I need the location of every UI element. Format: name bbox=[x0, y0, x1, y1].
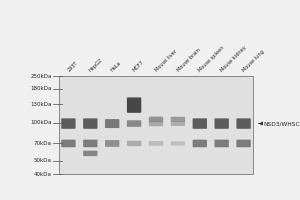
FancyBboxPatch shape bbox=[61, 140, 76, 147]
FancyBboxPatch shape bbox=[149, 141, 163, 146]
FancyBboxPatch shape bbox=[171, 117, 185, 122]
FancyBboxPatch shape bbox=[83, 118, 98, 129]
Text: NSD3/WHSC1L1: NSD3/WHSC1L1 bbox=[263, 121, 300, 126]
FancyBboxPatch shape bbox=[105, 140, 119, 147]
Text: 100kDa: 100kDa bbox=[30, 120, 52, 125]
Text: HeLa: HeLa bbox=[110, 61, 123, 73]
FancyBboxPatch shape bbox=[149, 117, 163, 122]
Text: 180kDa: 180kDa bbox=[30, 86, 52, 91]
FancyBboxPatch shape bbox=[105, 119, 119, 128]
FancyBboxPatch shape bbox=[61, 118, 76, 129]
Bar bbox=[58, 76, 253, 174]
Text: Mouse liver: Mouse liver bbox=[154, 49, 178, 73]
FancyBboxPatch shape bbox=[236, 118, 251, 129]
FancyBboxPatch shape bbox=[127, 97, 141, 113]
FancyBboxPatch shape bbox=[127, 120, 141, 127]
Text: Mouse kidney: Mouse kidney bbox=[220, 45, 248, 73]
FancyBboxPatch shape bbox=[193, 140, 207, 147]
FancyBboxPatch shape bbox=[193, 118, 207, 129]
FancyBboxPatch shape bbox=[83, 151, 98, 156]
Text: 293T: 293T bbox=[66, 61, 79, 73]
FancyBboxPatch shape bbox=[149, 121, 163, 126]
FancyBboxPatch shape bbox=[214, 140, 229, 147]
Text: MCF7: MCF7 bbox=[132, 60, 145, 73]
Text: 250kDa: 250kDa bbox=[30, 73, 52, 78]
FancyBboxPatch shape bbox=[236, 140, 251, 147]
Text: Mouse brain: Mouse brain bbox=[176, 48, 201, 73]
Text: 40kDa: 40kDa bbox=[34, 171, 52, 176]
FancyBboxPatch shape bbox=[171, 141, 185, 146]
FancyBboxPatch shape bbox=[171, 121, 185, 126]
FancyBboxPatch shape bbox=[214, 118, 229, 129]
Text: 50kDa: 50kDa bbox=[34, 158, 52, 163]
Text: 130kDa: 130kDa bbox=[30, 102, 52, 107]
Text: Mouse lung: Mouse lung bbox=[242, 49, 266, 73]
Text: Mouse spleen: Mouse spleen bbox=[198, 45, 226, 73]
Text: HepG2: HepG2 bbox=[88, 57, 104, 73]
Text: 70kDa: 70kDa bbox=[34, 141, 52, 146]
FancyBboxPatch shape bbox=[83, 140, 98, 147]
FancyBboxPatch shape bbox=[127, 141, 141, 146]
